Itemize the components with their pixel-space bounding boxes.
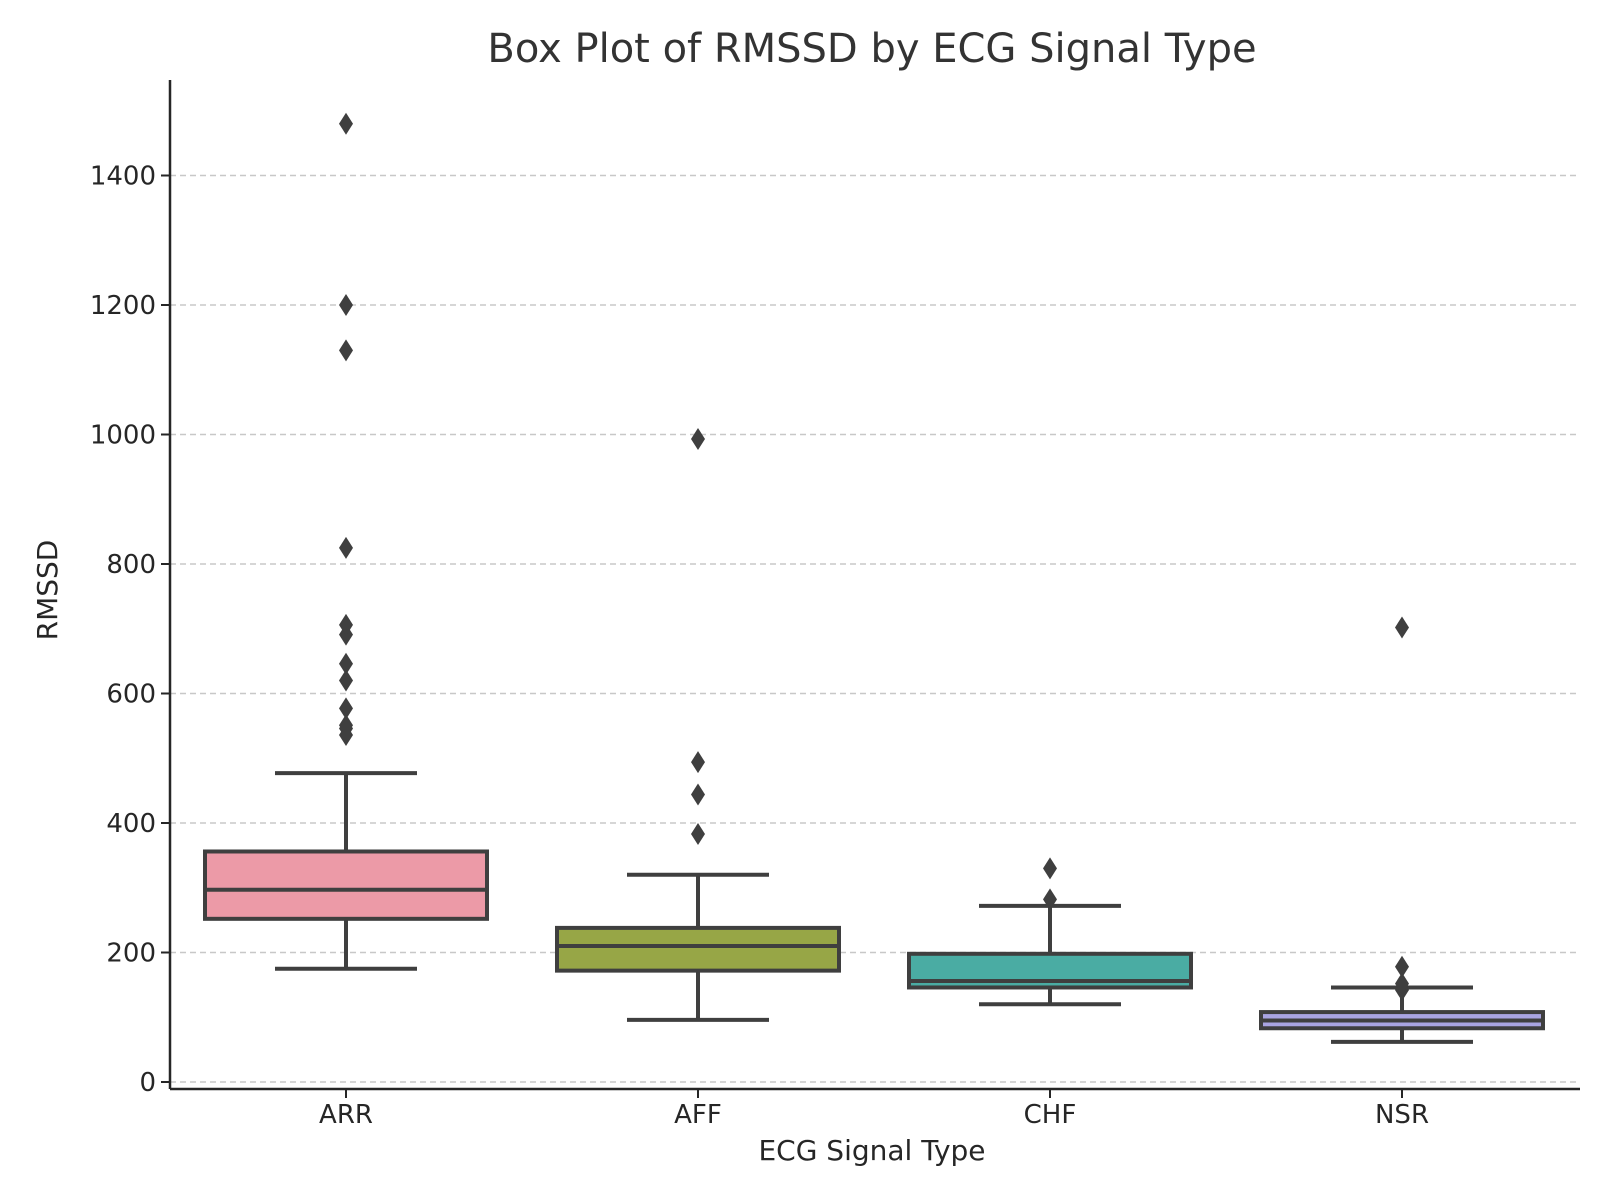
- outlier-arr-2: [339, 714, 353, 737]
- outlier-aff-1: [691, 783, 705, 806]
- outlier-aff-2: [691, 751, 705, 774]
- outlier-arr-4: [339, 669, 353, 692]
- outlier-arr-8: [339, 536, 353, 559]
- outlier-arr-3: [339, 697, 353, 720]
- y-tick-label-400: 400: [106, 809, 156, 839]
- y-tick-label-800: 800: [106, 550, 156, 580]
- iqr-box-aff: [555, 925, 841, 973]
- chart-title: Box Plot of RMSSD by ECG Signal Type: [487, 26, 1256, 72]
- box-chf: [907, 857, 1193, 1007]
- iqr-box-arr: [203, 849, 489, 921]
- x-tick-label-nsr: NSR: [1375, 1100, 1429, 1130]
- outlier-arr-7: [339, 613, 353, 636]
- y-tick-label-1200: 1200: [90, 291, 156, 321]
- y-axis-label: RMSSD: [31, 540, 64, 641]
- grid-lines: [170, 174, 1580, 1083]
- box-arr: [203, 112, 489, 971]
- outlier-nsr-2: [1395, 955, 1409, 978]
- outlier-arr-11: [339, 112, 353, 135]
- outlier-arr-10: [339, 294, 353, 316]
- outlier-nsr-3: [1395, 616, 1409, 639]
- outlier-nsr-1: [1395, 972, 1409, 995]
- outlier-chf-0: [1043, 888, 1057, 911]
- axes: 0 200 400 600 800 1000 1200 1400 ARR AFF CHF NSR: [90, 80, 1580, 1130]
- outlier-arr-9: [339, 339, 353, 362]
- outlier-chf-1: [1043, 857, 1057, 880]
- y-tick-label-1400: 1400: [90, 162, 156, 192]
- x-tick-label-arr: ARR: [319, 1100, 373, 1130]
- y-tick-label-0: 0: [139, 1068, 156, 1098]
- y-tick-label-1000: 1000: [90, 421, 156, 451]
- y-tick-label-600: 600: [106, 680, 156, 710]
- outlier-aff-0: [691, 823, 705, 846]
- x-axis-label: ECG Signal Type: [758, 1134, 985, 1167]
- box-nsr: [1259, 616, 1545, 1044]
- boxes: [203, 112, 1545, 1044]
- outlier-aff-3: [691, 428, 705, 451]
- x-tick-label-chf: CHF: [1024, 1100, 1077, 1130]
- x-tick-label-aff: AFF: [674, 1100, 722, 1130]
- y-tick-label-200: 200: [106, 939, 156, 969]
- box-aff: [555, 428, 841, 1022]
- outlier-arr-5: [339, 652, 353, 675]
